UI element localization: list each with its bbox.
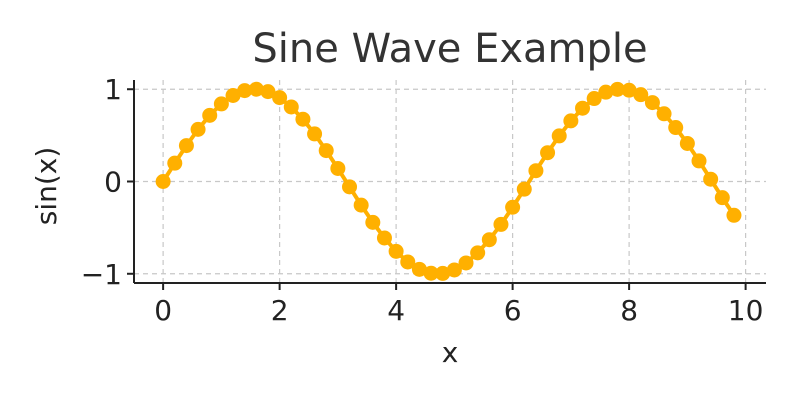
- y-tick-label-0: −1: [81, 258, 122, 291]
- data-point-33: [540, 145, 556, 161]
- x-axis-label: x: [442, 336, 459, 369]
- data-point-7: [237, 83, 253, 99]
- x-tick-label-5: 10: [728, 294, 764, 327]
- chart-title: Sine Wave Example: [252, 26, 647, 72]
- data-point-16: [342, 179, 358, 195]
- data-point-5: [213, 96, 229, 112]
- data-point-45: [679, 135, 695, 151]
- data-series: [155, 81, 742, 281]
- data-point-35: [563, 113, 579, 129]
- tick-labels: 0 2 4 6 8 10 −1 0 1: [81, 73, 764, 327]
- data-point-49: [726, 207, 742, 223]
- data-point-11: [283, 99, 299, 115]
- grid-lines: [134, 80, 766, 283]
- data-point-42: [644, 95, 660, 111]
- data-point-25: [446, 262, 462, 278]
- data-point-17: [353, 197, 369, 213]
- data-point-23: [423, 265, 439, 281]
- data-point-19: [376, 230, 392, 246]
- data-point-24: [435, 265, 451, 281]
- data-point-36: [575, 100, 591, 116]
- data-point-26: [458, 255, 474, 271]
- data-point-20: [388, 243, 404, 259]
- y-tick-label-1: 0: [104, 166, 122, 199]
- data-point-13: [307, 126, 323, 142]
- data-point-10: [272, 90, 288, 106]
- x-tick-label-2: 4: [387, 294, 405, 327]
- data-point-47: [703, 171, 719, 187]
- x-tick-label-4: 8: [620, 294, 638, 327]
- data-point-29: [493, 216, 509, 232]
- data-point-15: [330, 160, 346, 176]
- data-point-48: [714, 190, 730, 206]
- data-point-3: [190, 121, 206, 137]
- data-point-0: [155, 174, 171, 189]
- data-point-27: [470, 245, 486, 261]
- data-point-40: [621, 82, 637, 98]
- data-point-9: [260, 84, 276, 100]
- axes: [127, 80, 766, 290]
- data-point-28: [481, 232, 497, 248]
- data-point-14: [318, 143, 334, 159]
- data-point-34: [551, 128, 567, 144]
- data-point-44: [668, 120, 684, 136]
- data-point-4: [202, 107, 218, 123]
- data-point-21: [400, 254, 416, 270]
- data-point-38: [598, 84, 614, 100]
- data-point-18: [365, 214, 381, 230]
- data-point-6: [225, 88, 241, 104]
- data-point-32: [528, 163, 544, 179]
- data-point-43: [656, 106, 672, 122]
- y-axis-label: sin(x): [30, 147, 63, 226]
- data-point-46: [691, 153, 707, 169]
- data-point-31: [516, 181, 532, 197]
- data-point-2: [178, 138, 194, 154]
- data-point-39: [609, 81, 625, 97]
- data-point-41: [633, 87, 649, 103]
- data-point-37: [586, 91, 602, 107]
- x-tick-label-0: 0: [154, 294, 172, 327]
- x-tick-label-3: 6: [504, 294, 522, 327]
- data-point-12: [295, 111, 311, 127]
- data-point-30: [505, 199, 521, 215]
- data-point-22: [411, 261, 427, 277]
- y-tick-label-2: 1: [104, 73, 122, 106]
- data-point-8: [248, 81, 264, 97]
- data-point-1: [167, 155, 183, 171]
- x-tick-label-1: 2: [271, 294, 289, 327]
